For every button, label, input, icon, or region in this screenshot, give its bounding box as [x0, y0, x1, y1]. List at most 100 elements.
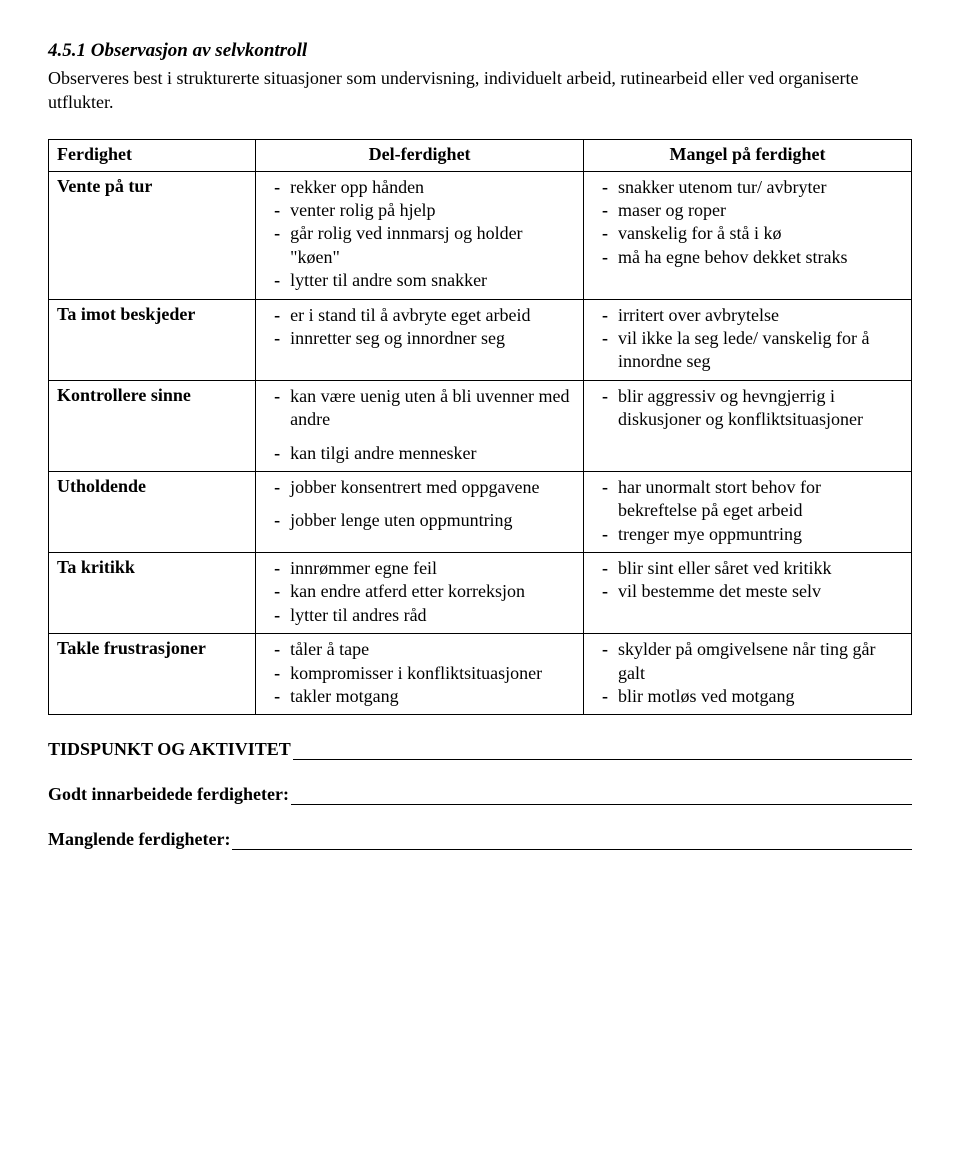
table-row: Utholdende-jobber konsentrert med oppgav…: [49, 471, 912, 552]
list-item-text: jobber lenge uten oppmuntring: [290, 509, 575, 532]
item-group: -jobber konsentrert med oppgavene: [264, 476, 575, 499]
item-group: -er i stand til å avbryte eget arbeid-in…: [264, 304, 575, 351]
dash-icon: -: [592, 199, 618, 222]
footer-rule: [293, 741, 912, 760]
dash-icon: -: [264, 269, 290, 292]
dash-icon: -: [592, 580, 618, 603]
list-item-text: vanskelig for å stå i kø: [618, 222, 903, 245]
dash-icon: -: [264, 638, 290, 661]
list-item-text: rekker opp hånden: [290, 176, 575, 199]
footer-rule: [232, 831, 912, 850]
list-item-text: jobber konsentrert med oppgavene: [290, 476, 575, 499]
dash-icon: -: [264, 557, 290, 580]
list-item: -blir sint eller såret ved kritikk: [592, 557, 903, 580]
list-item-text: takler motgang: [290, 685, 575, 708]
table-cell: -skylder på omgivelsene når ting går gal…: [584, 634, 912, 715]
item-group: -tåler å tape-kompromisser i konfliktsit…: [264, 638, 575, 708]
table-header-ferdighet: Ferdighet: [49, 139, 256, 171]
dash-icon: -: [264, 476, 290, 499]
list-item-text: vil ikke la seg lede/ vanskelig for å in…: [618, 327, 903, 374]
list-item-text: blir aggressiv og hevngjerrig i diskusjo…: [618, 385, 903, 432]
footer-manglende: Manglende ferdigheter:: [48, 829, 912, 850]
list-item-text: innrømmer egne feil: [290, 557, 575, 580]
list-item-text: må ha egne behov dekket straks: [618, 246, 903, 269]
dash-icon: -: [592, 557, 618, 580]
dash-icon: -: [592, 327, 618, 350]
item-group: -har unormalt stort behov for bekreftels…: [592, 476, 903, 546]
list-item: -lytter til andre som snakker: [264, 269, 575, 292]
table-row: Vente på tur-rekker opp hånden-venter ro…: [49, 171, 912, 299]
item-group: -blir sint eller såret ved kritikk-vil b…: [592, 557, 903, 604]
item-group: -irritert over avbrytelse-vil ikke la se…: [592, 304, 903, 374]
dash-icon: -: [264, 385, 290, 408]
table-cell: -jobber konsentrert med oppgavene-jobber…: [256, 471, 584, 552]
dash-icon: -: [264, 327, 290, 350]
dash-icon: -: [264, 222, 290, 245]
list-item: -har unormalt stort behov for bekreftels…: [592, 476, 903, 523]
table-row: Ta imot beskjeder-er i stand til å avbry…: [49, 299, 912, 380]
list-item-text: blir sint eller såret ved kritikk: [618, 557, 903, 580]
list-item: -kompromisser i konfliktsituasjoner: [264, 662, 575, 685]
section-intro: Observeres best i strukturerte situasjon…: [48, 66, 912, 115]
list-item-text: går rolig ved innmarsj og holder "køen": [290, 222, 575, 269]
list-item-text: snakker utenom tur/ avbryter: [618, 176, 903, 199]
footer-godt-label: Godt innarbeidede ferdigheter:: [48, 784, 289, 805]
dash-icon: -: [264, 604, 290, 627]
list-item-text: lytter til andres råd: [290, 604, 575, 627]
row-label: Kontrollere sinne: [49, 380, 256, 471]
footer-tidspunkt: TIDSPUNKT OG AKTIVITET: [48, 739, 912, 760]
dash-icon: -: [592, 246, 618, 269]
item-group: -kan være uenig uten å bli uvenner med a…: [264, 385, 575, 432]
dash-icon: -: [264, 580, 290, 603]
dash-icon: -: [592, 385, 618, 408]
list-item: -blir aggressiv og hevngjerrig i diskusj…: [592, 385, 903, 432]
list-item-text: har unormalt stort behov for bekreftelse…: [618, 476, 903, 523]
dash-icon: -: [264, 685, 290, 708]
list-item-text: kan være uenig uten å bli uvenner med an…: [290, 385, 575, 432]
table-cell: -irritert over avbrytelse-vil ikke la se…: [584, 299, 912, 380]
list-item: -rekker opp hånden: [264, 176, 575, 199]
dash-icon: -: [592, 685, 618, 708]
row-label: Ta imot beskjeder: [49, 299, 256, 380]
list-item: -kan være uenig uten å bli uvenner med a…: [264, 385, 575, 432]
table-header-row: Ferdighet Del-ferdighet Mangel på ferdig…: [49, 139, 912, 171]
list-item: -vanskelig for å stå i kø: [592, 222, 903, 245]
list-item-text: er i stand til å avbryte eget arbeid: [290, 304, 575, 327]
list-item-text: venter rolig på hjelp: [290, 199, 575, 222]
item-group: -innrømmer egne feil-kan endre atferd et…: [264, 557, 575, 627]
footer-manglende-label: Manglende ferdigheter:: [48, 829, 230, 850]
list-item: -venter rolig på hjelp: [264, 199, 575, 222]
dash-icon: -: [264, 509, 290, 532]
list-item: -tåler å tape: [264, 638, 575, 661]
dash-icon: -: [592, 304, 618, 327]
list-item: -skylder på omgivelsene når ting går gal…: [592, 638, 903, 685]
item-group: -snakker utenom tur/ avbryter-maser og r…: [592, 176, 903, 270]
list-item-text: maser og roper: [618, 199, 903, 222]
list-item-text: kan tilgi andre mennesker: [290, 442, 575, 465]
list-item-text: vil bestemme det meste selv: [618, 580, 903, 603]
list-item: -irritert over avbrytelse: [592, 304, 903, 327]
skills-table: Ferdighet Del-ferdighet Mangel på ferdig…: [48, 139, 912, 716]
table-header-mangel: Mangel på ferdighet: [584, 139, 912, 171]
list-item: -går rolig ved innmarsj og holder "køen": [264, 222, 575, 269]
dash-icon: -: [264, 304, 290, 327]
list-item-text: lytter til andre som snakker: [290, 269, 575, 292]
dash-icon: -: [264, 442, 290, 465]
table-cell: -har unormalt stort behov for bekreftels…: [584, 471, 912, 552]
list-item: -blir motløs ved motgang: [592, 685, 903, 708]
list-item-text: blir motløs ved motgang: [618, 685, 903, 708]
item-group: -blir aggressiv og hevngjerrig i diskusj…: [592, 385, 903, 432]
list-item: -takler motgang: [264, 685, 575, 708]
row-label: Vente på tur: [49, 171, 256, 299]
list-item: -maser og roper: [592, 199, 903, 222]
item-group: -jobber lenge uten oppmuntring: [264, 509, 575, 532]
dash-icon: -: [264, 662, 290, 685]
dash-icon: -: [592, 176, 618, 199]
table-row: Ta kritikk-innrømmer egne feil-kan endre…: [49, 553, 912, 634]
table-cell: -tåler å tape-kompromisser i konfliktsit…: [256, 634, 584, 715]
table-cell: -kan være uenig uten å bli uvenner med a…: [256, 380, 584, 471]
dash-icon: -: [592, 523, 618, 546]
list-item-text: innretter seg og innordner seg: [290, 327, 575, 350]
table-row: Takle frustrasjoner-tåler å tape-komprom…: [49, 634, 912, 715]
table-cell: -er i stand til å avbryte eget arbeid-in…: [256, 299, 584, 380]
